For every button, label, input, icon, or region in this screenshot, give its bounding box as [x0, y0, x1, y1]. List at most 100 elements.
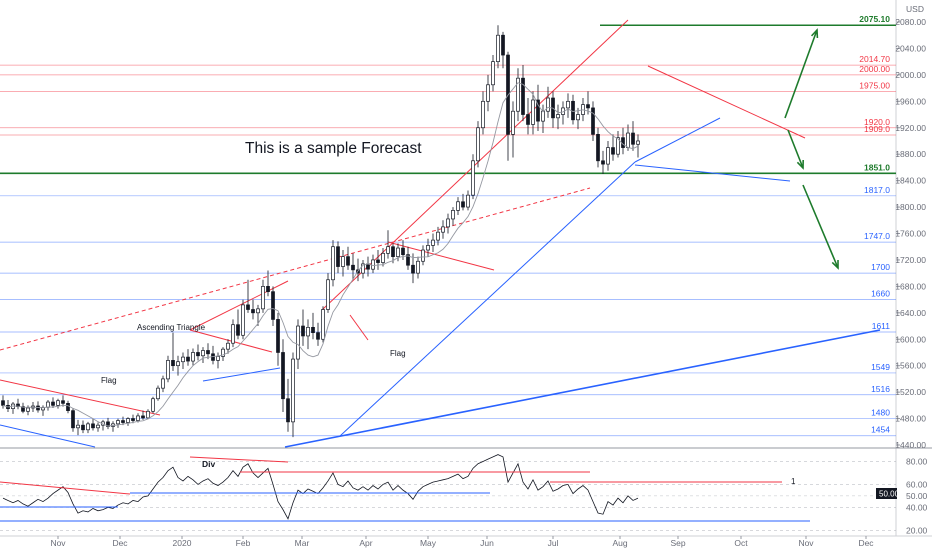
forecast-arrow-down-long: [802, 184, 839, 269]
candle-body: [436, 231, 440, 241]
candle-body: [141, 415, 145, 419]
candles-layer: [1, 25, 640, 438]
candle-body: [191, 352, 195, 362]
time-tick-label: Jul: [548, 538, 559, 548]
candle-body: [281, 352, 285, 400]
level-label-1747.0: 1747.0: [864, 231, 890, 241]
red-flag-mid: [387, 241, 495, 271]
candle-body: [336, 246, 340, 267]
time-tick-label: 2020: [173, 538, 192, 548]
red-triangle-bottom: [189, 329, 273, 353]
candle-body: [416, 260, 420, 274]
candle-body: [426, 245, 430, 251]
candle-body: [611, 147, 615, 155]
candle-body: [321, 309, 325, 340]
candle-body: [376, 259, 380, 263]
candle-body: [576, 114, 580, 121]
candle-body: [66, 403, 70, 411]
candle-body: [461, 201, 465, 208]
rsi-divergence-label: Div: [202, 459, 216, 469]
time-tick-label: Aug: [612, 538, 627, 548]
candle-body: [636, 140, 640, 145]
candle-body: [401, 247, 405, 255]
candle-body: [546, 97, 550, 112]
level-label-1700: 1700: [871, 262, 890, 272]
candle-body: [266, 286, 270, 293]
grid-layer: [0, 0, 932, 537]
forecast-arrow-down-short: [787, 129, 804, 169]
red-flag-right: [349, 314, 369, 341]
candle-body: [201, 350, 205, 357]
candle-body: [316, 332, 320, 340]
rsi-current-badge: [876, 488, 897, 499]
candle-body: [566, 100, 570, 109]
candle-body: [391, 246, 395, 257]
candle-body: [536, 99, 540, 122]
candle-body: [381, 252, 385, 263]
candle-body: [516, 77, 520, 112]
drawings-layer: [0, 19, 881, 448]
price-tick-label: 1760.00: [895, 229, 926, 239]
candle-body: [331, 246, 335, 281]
candle-body: [86, 423, 90, 431]
candle-body: [451, 210, 455, 220]
price-tick-label: 1880.00: [895, 149, 926, 159]
candle-body: [406, 254, 410, 266]
candle-body: [271, 291, 275, 320]
candle-body: [446, 218, 450, 228]
candle-body: [371, 259, 375, 270]
candle-body: [261, 286, 265, 310]
time-tick-label: Nov: [798, 538, 814, 548]
candle-body: [136, 415, 140, 421]
level-label-1454: 1454: [871, 425, 890, 435]
forecast-arrow-down-long-head: [831, 259, 839, 270]
red-flag-left: [0, 379, 161, 416]
level-label-2000.00: 2000.00: [859, 64, 890, 74]
pattern-label-flag-right: Flag: [390, 349, 406, 358]
candle-body: [56, 400, 60, 406]
time-tick-label: Jun: [480, 538, 494, 548]
candle-body: [131, 418, 135, 421]
price-tick-label: 2040.00: [895, 43, 926, 53]
level-label-1611: 1611: [872, 321, 891, 331]
candle-body: [306, 327, 310, 337]
blue-triangle-lower: [202, 367, 281, 382]
candle-body: [186, 356, 190, 362]
candle-body: [526, 114, 530, 125]
time-tick-label: Oct: [734, 538, 748, 548]
candle-body: [496, 34, 500, 63]
candle-body: [541, 110, 545, 122]
candle-body: [21, 406, 25, 412]
candle-body: [226, 342, 230, 350]
level-label-1817.0: 1817.0: [864, 185, 890, 195]
rsi-current-value: 50.00: [879, 490, 900, 499]
time-tick-label: Feb: [236, 538, 251, 548]
candle-body: [441, 226, 445, 233]
candle-body: [411, 264, 415, 274]
candle-body: [521, 77, 525, 115]
candle-body: [511, 110, 515, 135]
candle-body: [531, 99, 535, 125]
time-tick-label: Dec: [112, 538, 128, 548]
candle-body: [216, 356, 220, 361]
level-label-1549: 1549: [871, 362, 890, 372]
pattern-label-ascending-triangle: Ascending Triangle: [137, 323, 206, 332]
level-label-1851.0: 1851.0: [864, 162, 890, 172]
candle-body: [241, 304, 245, 336]
rsi-marker-label: 1: [791, 477, 796, 486]
candle-body: [501, 34, 505, 56]
candle-body: [291, 358, 295, 423]
blue-uptrend: [339, 161, 636, 437]
candle-body: [106, 421, 110, 427]
candle-body: [341, 256, 345, 267]
price-tick-label: 1520.00: [895, 387, 926, 397]
candle-body: [386, 246, 390, 254]
currency-label: USD: [906, 4, 924, 14]
time-tick-label: Apr: [359, 538, 372, 548]
candle-body: [361, 263, 365, 274]
candle-body: [351, 264, 355, 271]
level-label-1660: 1660: [871, 289, 890, 299]
candle-body: [91, 423, 95, 429]
